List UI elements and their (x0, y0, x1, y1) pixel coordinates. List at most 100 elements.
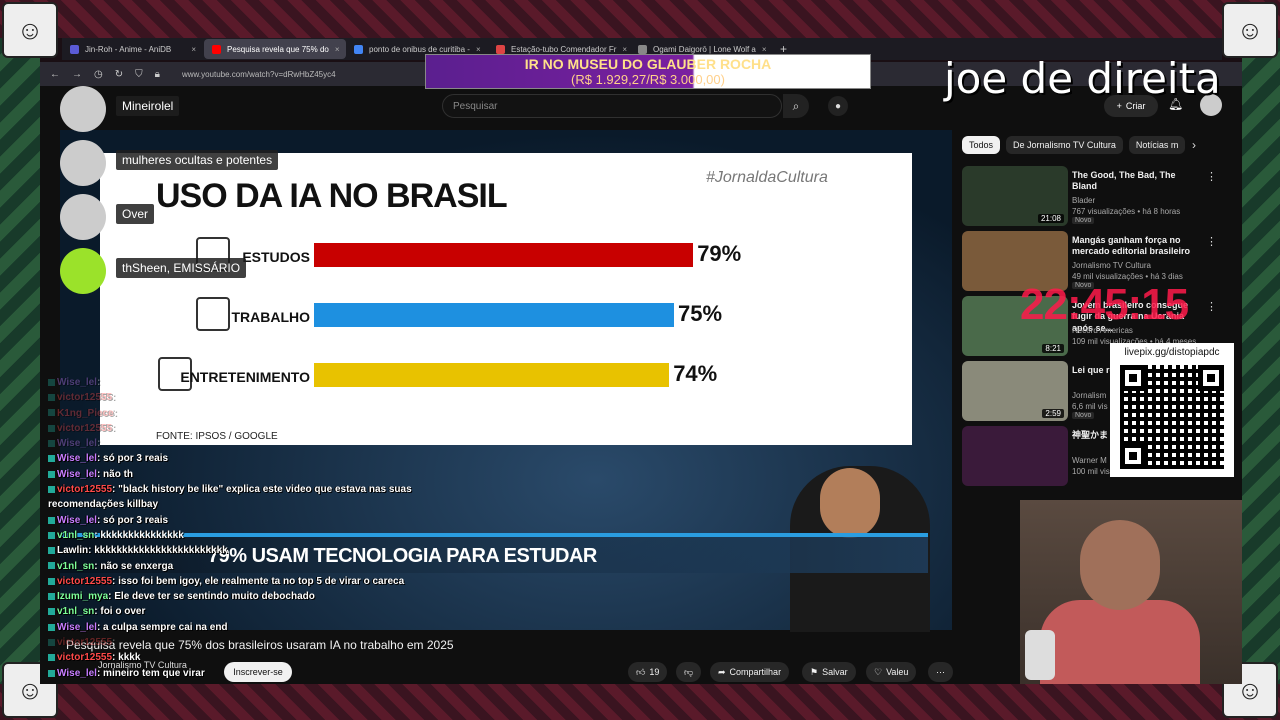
reload-icon[interactable]: ↻ (114, 68, 124, 80)
save-label: Salvar (822, 667, 848, 677)
browser-tab[interactable]: Ogami Daigorō | Lone Wolf a × (630, 39, 772, 59)
alert-avatar (60, 248, 106, 294)
create-button[interactable]: + Criar (1104, 95, 1158, 117)
browser-tab[interactable]: Jin-Roh - Anime - AniDB × (62, 39, 204, 59)
video-title: 神聖かま レイニー (1072, 430, 1147, 440)
subscribe-button[interactable]: Inscrever-se (224, 662, 292, 682)
account-avatar[interactable] (1200, 94, 1222, 116)
tab-close-icon[interactable]: × (191, 44, 196, 54)
chat-badge-icon (48, 424, 55, 432)
chat-badge-icon (48, 669, 55, 677)
thanks-button[interactable]: ♡ Valeu (866, 662, 917, 682)
tab-favicon-icon (496, 44, 505, 54)
dislike-button[interactable]: 👎︎ (676, 662, 702, 682)
chat-text: mineiro tem que virar (103, 667, 205, 679)
video-title: Mangás ganham força no mercado editorial… (1072, 235, 1191, 257)
donation-goal-title: IR NO MUSEU DO GLAUBER ROCHA (524, 56, 772, 72)
chat-username: v1nl_sn (57, 529, 95, 541)
create-label: Criar (1125, 101, 1146, 111)
chat-username: victor12555 (57, 652, 113, 664)
tab-favicon-icon (212, 44, 221, 54)
shield-icon[interactable]: ⛉ (135, 68, 143, 80)
lower-third-text: 79% USAM TECNOLOGIA PARA ESTUDAR (208, 545, 597, 567)
search-input[interactable]: Pesquisar (442, 94, 782, 118)
webcam-streamer-shirt (1040, 600, 1200, 684)
chat-message: Wise_lel: (48, 436, 468, 451)
heart-icon: ♡ (874, 666, 883, 677)
browser-tab[interactable]: Pesquisa revela que 75% do × (204, 39, 346, 59)
share-button[interactable]: ➦ Compartilhar (710, 662, 790, 682)
recommended-video[interactable]: 21:08 The Good, The Bad, The Bland Blader 7… (962, 166, 1217, 226)
more-options-icon[interactable]: ⋮ (1206, 236, 1217, 248)
frame-bottom-border (0, 684, 1280, 720)
filter-chip[interactable]: Todos (962, 136, 1001, 154)
chat-message: v1nl_sn: não se enxerga (48, 559, 468, 574)
chat-username: victor12555 (57, 575, 113, 587)
search-icon[interactable]: ⌕ (783, 94, 809, 118)
save-button[interactable]: ⚑ Salvar (802, 662, 856, 682)
notifications-bell-icon[interactable]: 🔔︎ (1168, 97, 1184, 111)
chat-badge-icon (48, 638, 55, 646)
video-title: Jovem brasileiro consegue fugir da guerr… (1072, 300, 1189, 333)
video-thumbnail[interactable] (962, 231, 1068, 291)
chat-badge-icon (48, 547, 55, 555)
tab-close-icon[interactable]: × (622, 44, 628, 54)
news-chart-slide: USO DA IA NO BRASIL #JornaldaCultura FON… (100, 153, 912, 445)
address-bar[interactable]: www.youtube.com/watch?v=dRwHbZ45yc4 (181, 69, 336, 79)
chat-message: Wise_lel: mineiro tem que virar (48, 666, 468, 681)
share-label: Compartilhar (729, 667, 782, 677)
browser-tab[interactable]: ponto de onibus de curitiba - × (346, 39, 488, 59)
more-options-icon[interactable]: ⋮ (1206, 171, 1217, 183)
video-title: Pesquisa revela que 75% dos brasileiros … (66, 638, 454, 652)
computer-worker-icon (196, 297, 230, 331)
chat-separator: : (112, 637, 116, 649)
channel-name[interactable]: Jornalismo TV Cultura (98, 660, 187, 670)
chat-badge-icon (48, 409, 55, 417)
more-options-icon[interactable]: ⋮ (1206, 301, 1217, 313)
donation-goal: IR NO MUSEU DO GLAUBER ROCHA (R$ 1.929,2… (425, 54, 871, 89)
alert-avatar (60, 140, 106, 186)
browser-tab[interactable]: Estação-tubo Comendador Fr × (488, 39, 630, 59)
chat-separator: : (112, 392, 116, 404)
chevron-right-icon[interactable]: › (1192, 138, 1196, 152)
filter-chip[interactable]: De Jornalismo TV Cultura (1006, 136, 1123, 154)
video-meta: 109 mil visualizações • há 4 meses (1072, 337, 1197, 346)
tab-favicon-icon (638, 44, 647, 54)
tab-close-icon[interactable]: × (334, 44, 340, 54)
chat-text: kkkkkkkkkkkkkkk (100, 529, 184, 541)
tab-label: Jin-Roh - Anime - AniDB (85, 44, 172, 54)
chat-badge-icon (48, 516, 55, 524)
bar-category-label: ENTRETENIMENTO (180, 369, 310, 385)
tab-favicon-icon (354, 44, 363, 54)
bar-value-label: 75% (678, 301, 723, 326)
chat-username: v1nl_sn (57, 606, 95, 618)
chat-message: victor12555: (48, 635, 468, 650)
thanks-label: Valeu (886, 667, 909, 677)
more-actions-button[interactable]: ⋯ (928, 662, 953, 682)
video-meta: 100 mil vis (1072, 467, 1110, 476)
qr-finder-top-left (1120, 365, 1146, 391)
microphone-icon[interactable]: ● (828, 96, 848, 116)
chat-message: Wise_lel: não th (48, 467, 468, 482)
chat-username: Wise_lel (57, 468, 97, 480)
new-tab-button[interactable]: + (780, 42, 788, 56)
chat-message: victor12555: (48, 421, 468, 436)
alert-username: thSheen, EMISSÁRIO (116, 258, 247, 278)
tab-close-icon[interactable]: × (475, 44, 481, 54)
tab-close-icon[interactable]: × (761, 44, 767, 54)
recommended-video[interactable]: 8:21 Jovem brasileiro consegue fugir da g… (962, 296, 1217, 356)
chat-text: só por 3 reais (103, 514, 169, 526)
video-duration: 8:21 (1042, 344, 1064, 353)
recommended-video[interactable]: Mangás ganham força no mercado editorial… (962, 231, 1217, 291)
video-thumbnail[interactable] (962, 426, 1068, 486)
webcam-microphone (1025, 630, 1055, 680)
tab-label: Pesquisa revela que 75% do (227, 44, 329, 54)
forward-icon[interactable]: → (72, 68, 82, 80)
history-icon[interactable]: ◷ (94, 68, 103, 80)
filter-chip[interactable]: Notícias m (1128, 136, 1186, 154)
back-icon[interactable]: ← (50, 68, 60, 80)
like-button[interactable]: 👍︎ 19 (628, 662, 668, 682)
chat-separator: : (96, 514, 104, 526)
